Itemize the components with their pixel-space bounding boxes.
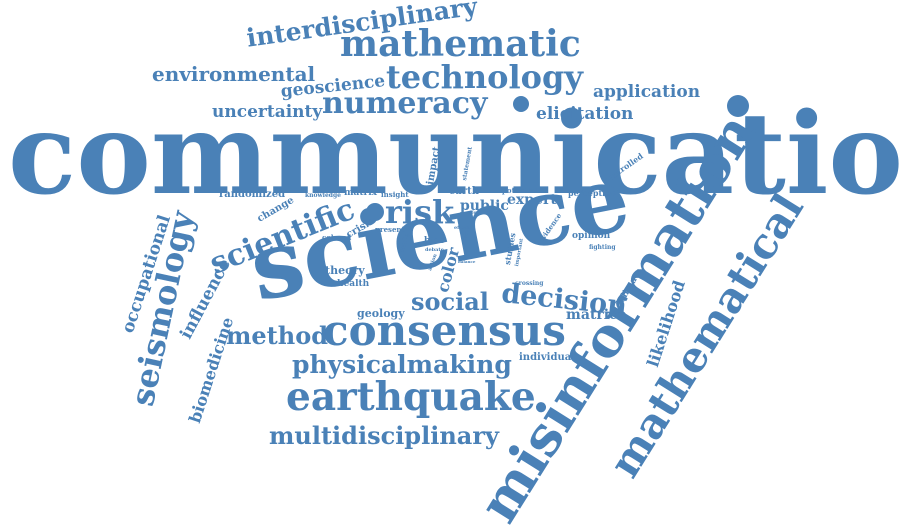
word-effect: effect [454,225,470,231]
word-mathematic: mathematic [340,23,581,65]
word-fighting: fighting [589,244,616,251]
word-application: application [593,82,701,102]
word-colored: colored [322,233,352,242]
word-theory: theory [325,264,365,277]
word-individual: individual [519,352,576,363]
word-elicitation: elicitation [536,104,634,124]
word-crossing: crossing [515,280,544,287]
word-risk: risk [385,193,455,231]
word-affect: affect [466,210,482,216]
word-matrice: matrice [566,307,627,323]
word-debate: debate [425,247,444,253]
word-expert: expert [507,192,557,208]
word-bias: bias [424,236,445,246]
word-consensus: consensus [323,306,566,355]
word-matrix: matrix [344,188,378,198]
word-earthquake: earthquake [286,374,536,420]
word-insight: insight [381,190,409,199]
word-randomized: randomized [219,189,286,200]
word-earth: earth [449,186,479,197]
word-present: present [375,225,405,234]
word-opinion: opinion [572,231,611,241]
word-potential: potential [502,186,538,195]
word-health: health [337,279,370,289]
word-multidisciplinary: multidisciplinary [269,421,499,450]
word-knowledge: knowledge [305,192,341,199]
word-perception: perception [568,188,617,198]
word-geology: geology [357,307,405,320]
decorative-dot-2 [727,95,749,117]
word-uncertainty: uncertainty [212,102,323,122]
word-social: social [411,287,489,316]
word-numeracy: numeracy [322,86,488,121]
decorative-dot-1 [513,96,529,112]
word-physicalmaking: physicalmaking [292,350,512,379]
word-technology: technology [386,58,583,96]
word-communication: communication [8,89,900,220]
word-balance: balance [458,259,476,264]
decorative-dot-3 [366,203,384,221]
word-public: public [460,198,509,214]
word-method: method [226,321,328,350]
word-environmental: environmental [152,62,316,86]
